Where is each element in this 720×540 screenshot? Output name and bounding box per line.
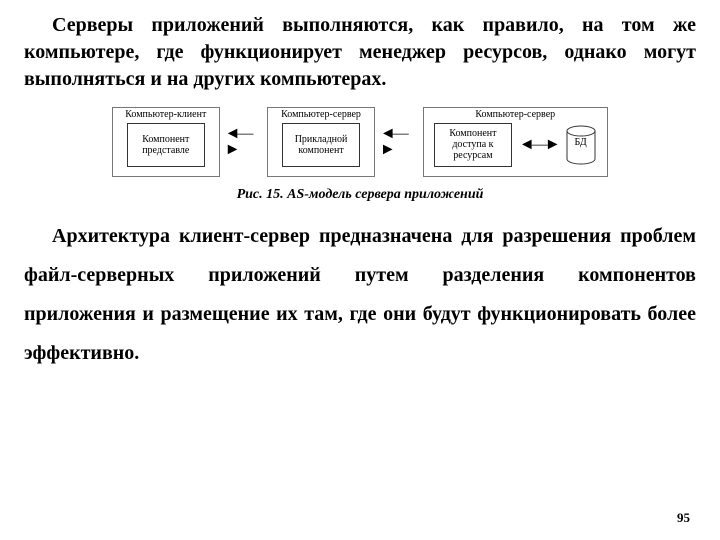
page: Серверы приложений выполняются, как прав…	[0, 0, 720, 540]
database-icon: БД	[565, 125, 597, 165]
arrow-2-icon: ◄—►	[379, 126, 419, 158]
computer-server-db-box: Компьютер-сервер Компонент доступа к рес…	[423, 107, 609, 177]
computer-server-app-title: Компьютер-сервер	[281, 110, 361, 121]
computer-client-title: Компьютер-клиент	[125, 110, 206, 121]
figure-as-model: Компьютер-клиент Компонент представле ◄—…	[110, 103, 610, 203]
application-component-box: Прикладной компонент	[282, 123, 360, 167]
computer-server-db-title: Компьютер-сервер	[475, 110, 555, 121]
paragraph-1: Серверы приложений выполняются, как прав…	[24, 12, 696, 93]
arrow-1-icon: ◄—►	[224, 126, 264, 158]
computer-server-app-box: Компьютер-сервер Прикладной компонент	[267, 107, 375, 177]
database-label: БД	[565, 137, 597, 148]
paragraph-2: Архитектура клиент-сервер предназначена …	[24, 217, 696, 373]
figure-caption: Рис. 15. AS-модель сервера приложений	[110, 187, 610, 203]
computer-client-box: Компьютер-клиент Компонент представле	[112, 107, 220, 177]
presentation-component-box: Компонент представле	[127, 123, 205, 167]
page-number: 95	[677, 510, 690, 526]
arrow-db-icon: ◄—►	[518, 137, 559, 153]
resource-access-component-box: Компонент доступа к ресурсам	[434, 123, 512, 167]
server-db-row: Компонент доступа к ресурсам ◄—► БД	[430, 123, 602, 167]
diagram: Компьютер-клиент Компонент представле ◄—…	[110, 103, 610, 181]
